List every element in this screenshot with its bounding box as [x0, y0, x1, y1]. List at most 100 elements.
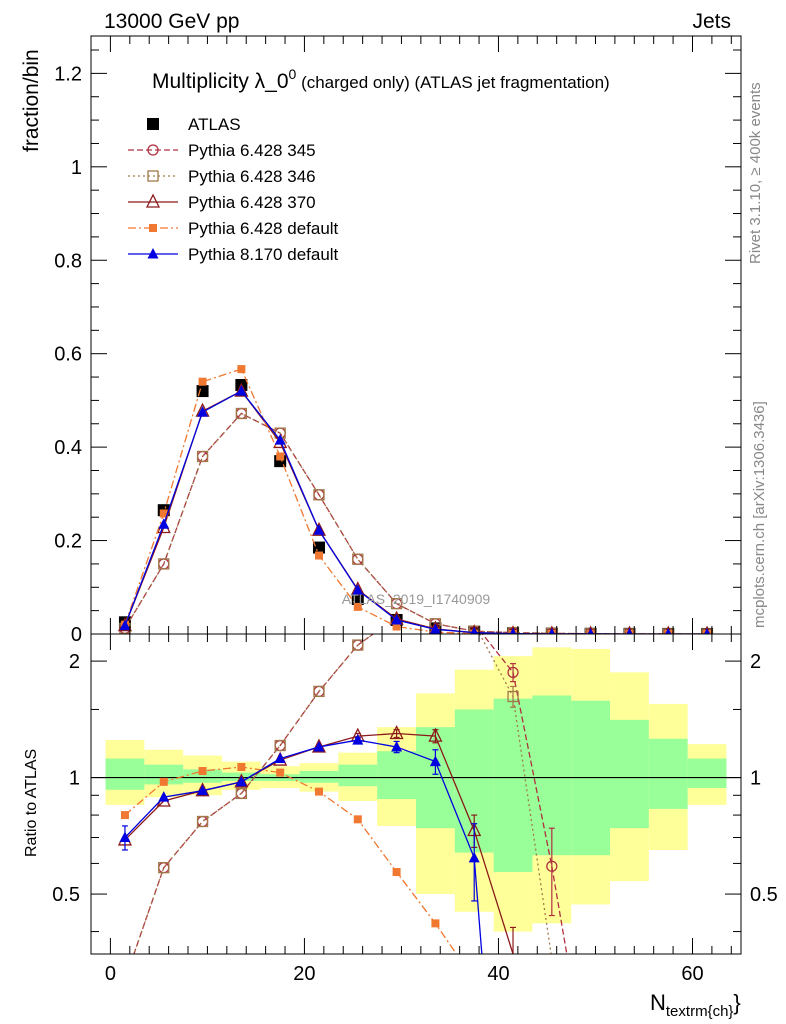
- data-point-pythia-6-428-346: [352, 553, 364, 565]
- uncertainty-band-inner: [183, 769, 222, 783]
- ratio-point-pythia-8-170-default: [235, 775, 247, 787]
- data-point-pythia-8-170-default: [429, 623, 441, 634]
- legend-entry-pythia-6-428-346: Pythia 6.428 346: [128, 167, 316, 186]
- ratio-point-pythia-6-428-346: [196, 815, 209, 828]
- legend-marker-pythia-8-170-default: [147, 248, 159, 259]
- ratio-point-pythia-8-170-default: [391, 740, 403, 752]
- main-panel: ATLAS_2019_I1740909 0 0.2 0.4 0.6 0.8 1 1.2 fr…: [20, 35, 742, 646]
- x-tick-label: 0: [105, 963, 116, 985]
- data-point-pythia-6-428-346: [313, 489, 325, 501]
- data-point-pythia-6-428-370: [350, 581, 365, 596]
- data-point-pythia-8-170-default: [509, 627, 517, 634]
- data-point-pythia-6-428-default: [276, 452, 285, 461]
- legend-entry-pythia-6-428-default: Pythia 6.428 default: [128, 219, 339, 238]
- ratio-point-pythia-8-170-default: [119, 831, 131, 843]
- x-axis-label-main: N: [650, 990, 666, 1015]
- ratio-frame: [90, 633, 742, 955]
- x-axis-label-sub: textrm{ch}: [666, 1003, 734, 1020]
- ratio-y-tick-label-right: 0.5: [750, 884, 778, 906]
- data-point-pythia-8-170-default: [626, 627, 633, 634]
- uncertainty-band-inner: [299, 770, 339, 783]
- ratio-point-pythia-8-170-default: [468, 851, 480, 863]
- data-point-pythia-6-428-346: [235, 407, 248, 420]
- data-point-pythia-6-428-default: [392, 622, 401, 631]
- uncertainty-band-inner: [610, 719, 649, 829]
- data-point-atlas: [312, 541, 325, 554]
- ratio-y-tick-label-left: 2: [69, 651, 80, 673]
- ratio-y-tick-label-right: 1: [750, 768, 761, 790]
- ratio-point-pythia-6-428-345: [507, 666, 519, 679]
- legend-entry-pythia-8-170-default: Pythia 8.170 default: [128, 245, 339, 264]
- legend-marker-pythia-6-428-370: [145, 193, 161, 208]
- legend-marker-atlas: [147, 118, 159, 130]
- data-point-pythia-6-428-346: [196, 450, 209, 463]
- data-point-pythia-8-170-default: [587, 627, 594, 634]
- legend-entry-pythia-6-428-345: Pythia 6.428 345: [128, 141, 316, 160]
- ratio-line-pythia-6-428-346: [133, 634, 552, 954]
- y-axis-label: fraction/bin: [20, 49, 43, 152]
- data-point-pythia-8-170-default: [703, 627, 711, 634]
- data-point-pythia-8-170-default: [665, 627, 672, 634]
- data-point-pythia-8-170-default: [470, 626, 479, 634]
- ratio-point-pythia-6-428-370: [389, 725, 404, 740]
- uncertainty-band-inner: [377, 751, 416, 800]
- uncertainty-band-inner: [338, 764, 378, 787]
- ratio-point-pythia-6-428-default: [120, 811, 129, 820]
- data-point-pythia-6-428-default: [159, 509, 168, 518]
- ratio-panel: 0.5 0.5 1 1 2 2 0 20 40 60 Ratio to ATLAS Ntextr…: [23, 36, 778, 1020]
- header-right: Jets: [692, 10, 731, 33]
- watermark: ATLAS_2019_I1740909: [342, 591, 491, 607]
- side-label-mcplots: mcplots.cern.ch [arXiv:1306.3436]: [751, 401, 768, 628]
- y-tick-label: 0.4: [54, 437, 82, 459]
- y-tick-label: 1: [71, 157, 82, 179]
- ratio-point-pythia-6-428-default: [159, 777, 168, 786]
- data-point-pythia-6-428-default: [198, 377, 207, 386]
- data-point-pythia-6-428-370: [311, 521, 327, 536]
- ratio-series-pythia-6-428-default: [120, 762, 458, 954]
- y-tick-label: 0: [71, 624, 82, 646]
- y-tick-label: 0.8: [54, 250, 82, 272]
- data-point-pythia-6-428-default: [353, 602, 362, 611]
- data-point-pythia-6-428-default: [237, 365, 246, 374]
- header-left: 13000 GeV pp: [104, 10, 239, 33]
- ratio-point-pythia-6-428-default: [237, 762, 246, 771]
- ratio-point-pythia-6-428-default: [198, 766, 207, 775]
- uncertainty-band-inner: [105, 758, 145, 790]
- ratio-point-pythia-6-428-345: [120, 975, 130, 985]
- data-point-pythia-8-170-default: [158, 518, 170, 529]
- legend-marker-pythia-6-428-346: [147, 170, 159, 182]
- data-point-pythia-8-170-default: [391, 613, 403, 625]
- chart-title-main: Multiplicity λ_0: [152, 70, 289, 93]
- x-tick-label: 40: [487, 963, 509, 985]
- data-point-pythia-8-170-default: [352, 584, 364, 595]
- ratio-point-pythia-6-428-default: [314, 787, 323, 796]
- data-point-pythia-8-170-default: [274, 434, 286, 445]
- legend-marker-pythia-6-428-default: [149, 224, 157, 232]
- ratio-point-pythia-6-428-346: [313, 685, 325, 698]
- ratio-line-pythia-6-428-default: [124, 766, 458, 954]
- ratio-point-pythia-6-428-345: [196, 815, 209, 828]
- data-point-pythia-6-428-346: [390, 597, 403, 610]
- data-point-pythia-6-428-370: [234, 382, 249, 397]
- legend: ATLAS Pythia 6.428 345 Pythia 6.428 346 Pyt…: [128, 115, 339, 264]
- y-tick-label: 1.2: [54, 63, 82, 85]
- ratio-y-tick-label-left: 1: [69, 768, 80, 790]
- ratio-point-pythia-6-428-default: [392, 868, 401, 877]
- legend-label-atlas: ATLAS: [188, 115, 241, 134]
- data-point-pythia-6-428-default: [314, 551, 323, 560]
- legend-label-pythia-6-428-370: Pythia 6.428 370: [188, 193, 316, 212]
- ratio-point-pythia-8-170-default: [313, 740, 325, 752]
- legend-label-pythia-6-428-default: Pythia 6.428 default: [188, 219, 339, 238]
- ratio-point-pythia-8-170-default: [352, 734, 364, 745]
- ratio-point-pythia-8-170-default: [274, 752, 286, 764]
- x-axis-label-close: }: [733, 990, 740, 1015]
- data-point-pythia-8-170-default: [197, 406, 209, 417]
- ratio-point-pythia-8-170-default: [197, 784, 209, 796]
- ratio-point-pythia-8-170-default: [158, 791, 170, 802]
- x-axis-label: Ntextrm{ch}}: [650, 990, 741, 1020]
- side-label-rivet: Rivet 3.1.10, ≥ 400k events: [747, 82, 764, 264]
- data-point-pythia-6-428-345: [352, 553, 364, 565]
- ratio-y-tick-label-right: 2: [750, 651, 761, 673]
- uncertainty-band-inner: [687, 758, 727, 788]
- ratio-point-pythia-6-428-346: [120, 975, 130, 985]
